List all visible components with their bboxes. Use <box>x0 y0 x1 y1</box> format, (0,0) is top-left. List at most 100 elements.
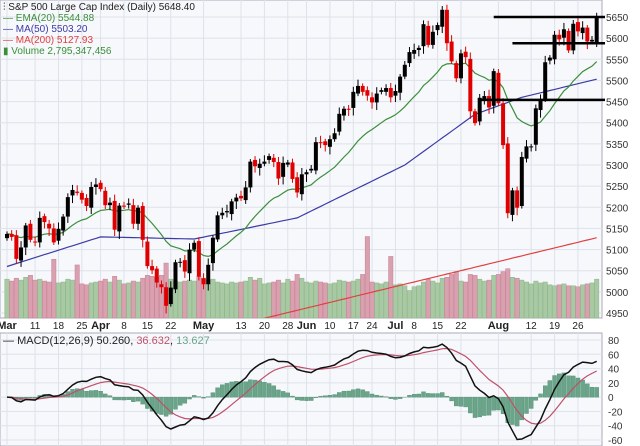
candle-body <box>379 90 384 92</box>
macd-histogram-bar <box>140 396 145 405</box>
candle-body <box>65 197 70 217</box>
date-tick-label: 22 <box>165 321 177 332</box>
candle-body <box>393 91 398 96</box>
volume-bar <box>327 283 333 319</box>
volume-bar <box>243 280 249 319</box>
candle-body <box>477 97 482 122</box>
candle-body <box>290 162 295 179</box>
macd-histogram-bar <box>182 396 188 404</box>
candle-body <box>150 266 155 271</box>
volume-bar <box>32 279 38 319</box>
candle-body <box>435 25 440 31</box>
volume-bar <box>308 282 314 319</box>
candle-body <box>56 228 61 241</box>
macd-histogram-bar <box>374 394 379 398</box>
volume-bar <box>229 281 235 319</box>
candle-body <box>585 27 590 42</box>
candle-body <box>566 30 571 51</box>
macd-histogram-bar <box>318 395 323 398</box>
volume-bar <box>79 283 85 319</box>
candle-body <box>192 242 197 250</box>
macd-tick-label: 0 <box>608 393 614 404</box>
candle-body <box>98 182 103 190</box>
macd-histogram-bar <box>379 395 384 398</box>
macd-histogram-bar <box>440 392 445 398</box>
candle-body <box>70 189 75 196</box>
macd-tick-label: 80 <box>608 336 620 347</box>
macd-histogram-bar <box>561 372 567 398</box>
macd-histogram-bar <box>407 395 412 398</box>
candle-body <box>337 113 342 132</box>
macd-histogram-bar <box>149 396 155 412</box>
candle-body <box>215 215 220 240</box>
volume-bar <box>280 282 286 319</box>
macd-histogram-bar <box>271 385 276 398</box>
macd-histogram-bar <box>168 396 174 415</box>
macd-histogram-bar <box>486 396 492 416</box>
candle-body <box>93 184 98 187</box>
macd-histogram-bar <box>594 387 599 398</box>
volume-bar <box>93 281 99 319</box>
candle-body <box>388 88 393 98</box>
volume-bar <box>538 282 543 319</box>
volume-bar <box>383 281 389 319</box>
macd-histogram-bar <box>210 392 216 398</box>
candle-body <box>370 97 375 103</box>
candle-body <box>253 159 258 167</box>
candle-body <box>28 223 33 240</box>
candle-body <box>182 260 187 272</box>
candle-body <box>61 216 66 231</box>
macd-histogram-bar <box>98 391 103 398</box>
macd-histogram-bar <box>388 396 393 399</box>
date-tick-label: 22 <box>455 321 467 332</box>
macd-hist-value: 13.627 <box>176 335 210 347</box>
volume-bar <box>524 281 529 319</box>
date-tick-label: Apr <box>91 320 111 332</box>
candle-body <box>75 191 80 193</box>
candle-body <box>309 168 314 171</box>
volume-bar <box>463 281 469 319</box>
date-tick-label: May <box>193 320 215 332</box>
macd-histogram-bar <box>491 396 496 411</box>
price-tick-label: 5250 <box>606 182 629 193</box>
volume-bar <box>224 283 230 319</box>
legend: ⫶ S&P 500 Large Cap Index (Daily) 5648.4… <box>3 2 195 57</box>
candle-body <box>313 142 318 171</box>
volume-bar <box>41 280 47 319</box>
candle-body <box>122 205 126 207</box>
volume-bar <box>509 277 515 319</box>
macd-histogram-bar <box>191 395 197 398</box>
volume-bar <box>397 283 403 319</box>
macd-histogram-bar <box>252 379 258 398</box>
macd-histogram-bar <box>220 384 225 398</box>
volume-bar <box>290 280 295 319</box>
volume-bar <box>439 277 445 319</box>
candle-body <box>220 212 225 216</box>
legend-ma50-text: MA(50) 5503.20 <box>15 24 88 35</box>
candle-body <box>42 216 47 223</box>
date-tick-label: 11 <box>30 321 41 332</box>
macd-histogram-bar <box>187 396 192 400</box>
volume-bar <box>219 282 225 319</box>
candle-body <box>276 162 281 179</box>
volume-bar <box>318 281 324 319</box>
price-tick-label: 5200 <box>606 203 629 214</box>
candle-body <box>416 47 421 50</box>
macd-histogram-bar <box>411 394 417 398</box>
candle-body <box>23 225 28 248</box>
candle-body <box>271 157 276 163</box>
candle-body <box>356 85 360 94</box>
macd-histogram-bar <box>159 396 164 415</box>
date-tick-label: Jun <box>297 320 317 332</box>
macd-histogram-bar <box>262 382 267 398</box>
candle-body <box>496 72 501 104</box>
macd-histogram-bar <box>351 389 356 398</box>
candle-body <box>164 287 169 306</box>
macd-histogram-bar <box>472 396 478 418</box>
candle-body <box>196 241 201 277</box>
volume-bar <box>13 277 19 319</box>
legend-title: ⫶ S&P 500 Large Cap Index (Daily) 5648.4… <box>3 2 195 13</box>
candle-body <box>505 143 510 214</box>
volume-bar <box>149 276 155 319</box>
volume-bar <box>566 285 572 319</box>
